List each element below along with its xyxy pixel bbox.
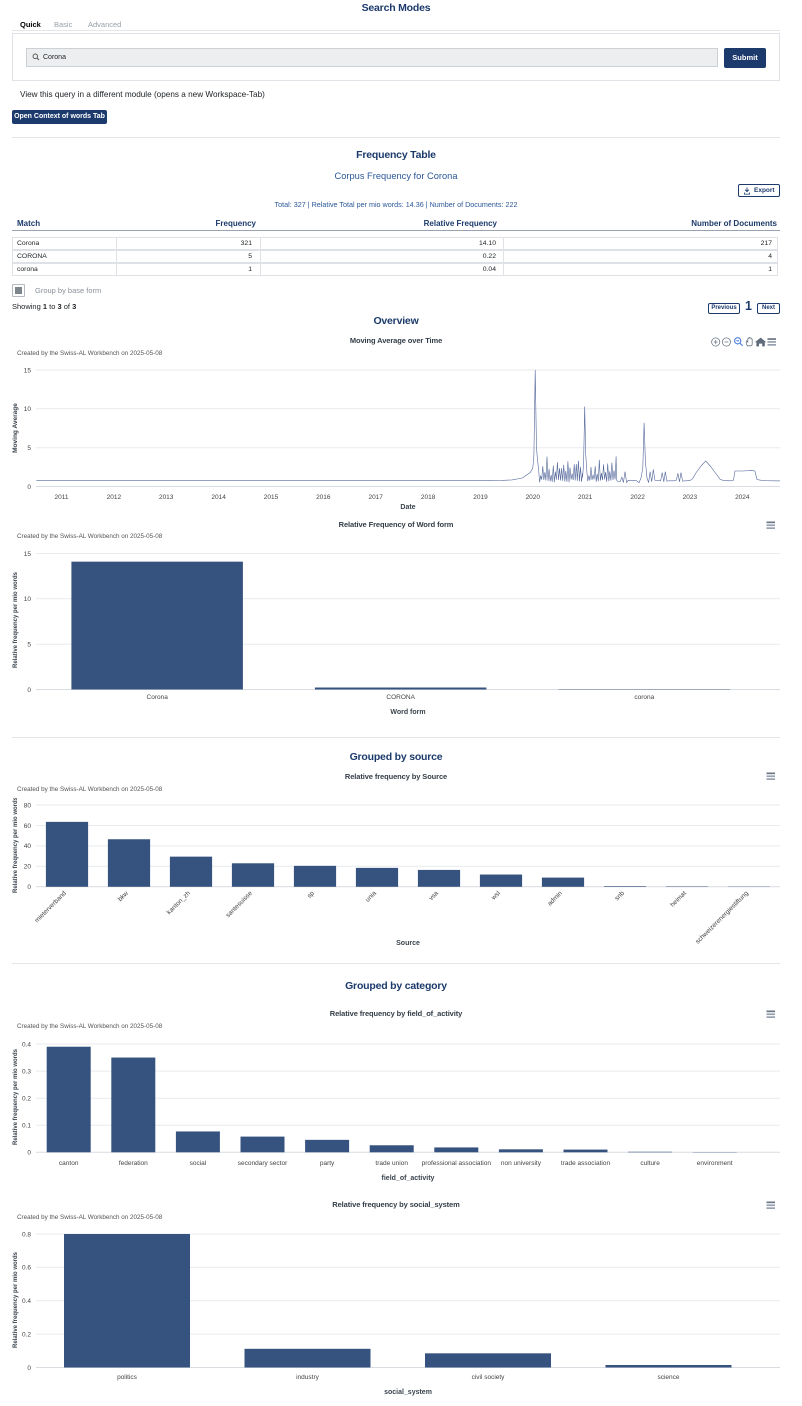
svg-text:0: 0	[27, 1365, 31, 1372]
svg-text:politics: politics	[117, 1374, 138, 1381]
svg-text:60: 60	[24, 823, 32, 830]
svg-text:professional association: professional association	[422, 1160, 492, 1167]
svg-text:2024: 2024	[735, 494, 750, 501]
svg-text:0.4: 0.4	[22, 1298, 31, 1305]
svg-text:0.2: 0.2	[22, 1096, 31, 1103]
svg-text:2015: 2015	[264, 494, 279, 501]
svg-text:20: 20	[24, 864, 32, 871]
svg-text:Word form: Word form	[390, 709, 425, 716]
svg-text:2023: 2023	[683, 494, 698, 501]
svg-text:2012: 2012	[107, 494, 122, 501]
svg-text:0.6: 0.6	[22, 1265, 31, 1272]
svg-text:santesuisse: santesuisse	[225, 890, 254, 919]
svg-text:2011: 2011	[55, 494, 69, 501]
svg-text:Relative frequency per mio wor: Relative frequency per mio words	[13, 798, 19, 893]
svg-text:canton: canton	[59, 1160, 79, 1167]
svg-text:corona: corona	[634, 694, 654, 701]
svg-text:5: 5	[27, 445, 31, 452]
svg-text:0.3: 0.3	[22, 1068, 31, 1075]
svg-text:social: social	[190, 1160, 207, 1167]
svg-text:0: 0	[27, 884, 31, 891]
svg-text:CORONA: CORONA	[386, 694, 415, 701]
svg-text:2016: 2016	[316, 494, 331, 501]
svg-text:10: 10	[24, 406, 32, 413]
svg-text:2021: 2021	[578, 494, 593, 501]
svg-text:Source: Source	[396, 940, 420, 947]
svg-text:non university: non university	[501, 1160, 542, 1167]
svg-text:Corona: Corona	[147, 694, 169, 701]
svg-text:0.4: 0.4	[22, 1041, 31, 1048]
svg-text:2013: 2013	[159, 494, 174, 501]
svg-text:social_system: social_system	[384, 1389, 432, 1396]
svg-text:Relative frequency per mio wor: Relative frequency per mio words	[13, 1251, 19, 1348]
svg-text:5: 5	[27, 642, 31, 649]
svg-text:industry: industry	[296, 1374, 320, 1381]
svg-text:15: 15	[24, 551, 32, 558]
svg-text:vsa: vsa	[428, 890, 440, 902]
svg-text:wsl: wsl	[490, 890, 503, 903]
svg-text:field_of_activity: field_of_activity	[382, 1175, 435, 1182]
svg-text:Relative frequency per mio wor: Relative frequency per mio words	[13, 571, 19, 668]
svg-text:0: 0	[27, 484, 31, 491]
svg-text:snb: snb	[614, 890, 627, 903]
svg-text:0.8: 0.8	[22, 1231, 31, 1238]
svg-text:0.2: 0.2	[22, 1331, 31, 1338]
svg-text:schweizerenergiestiftung: schweizerenergiestiftung	[694, 890, 750, 946]
svg-text:secondary sector: secondary sector	[238, 1160, 288, 1167]
svg-text:0.1: 0.1	[22, 1123, 31, 1130]
svg-text:2019: 2019	[473, 494, 488, 501]
svg-text:0: 0	[27, 1150, 31, 1157]
svg-text:80: 80	[24, 802, 32, 809]
svg-text:environment: environment	[697, 1160, 733, 1167]
svg-text:Relative frequency per mio wor: Relative frequency per mio words	[13, 1048, 19, 1145]
svg-text:bkw: bkw	[117, 890, 130, 903]
svg-text:40: 40	[24, 843, 32, 850]
svg-text:15: 15	[24, 367, 32, 374]
svg-text:Moving Average: Moving Average	[12, 403, 19, 453]
svg-text:heimat: heimat	[669, 890, 688, 909]
svg-text:unia: unia	[364, 890, 378, 904]
svg-text:10: 10	[24, 596, 32, 603]
svg-text:2018: 2018	[421, 494, 436, 501]
svg-text:mieterverband: mieterverband	[34, 890, 69, 925]
svg-text:party: party	[320, 1160, 335, 1167]
svg-text:2014: 2014	[211, 494, 226, 501]
svg-text:sp: sp	[306, 890, 316, 900]
svg-text:civil society: civil society	[472, 1374, 506, 1381]
svg-text:admin: admin	[546, 890, 564, 908]
svg-text:trade union: trade union	[375, 1160, 408, 1167]
svg-text:2017: 2017	[368, 494, 383, 501]
svg-text:federation: federation	[119, 1160, 148, 1167]
svg-text:trade association: trade association	[561, 1160, 611, 1167]
svg-text:0: 0	[27, 687, 31, 694]
svg-text:culture: culture	[640, 1160, 660, 1167]
svg-text:Date: Date	[400, 504, 415, 511]
svg-text:science: science	[657, 1374, 679, 1381]
svg-text:2022: 2022	[630, 494, 645, 501]
svg-text:kanton_zh: kanton_zh	[166, 890, 192, 916]
svg-text:2020: 2020	[526, 494, 541, 501]
